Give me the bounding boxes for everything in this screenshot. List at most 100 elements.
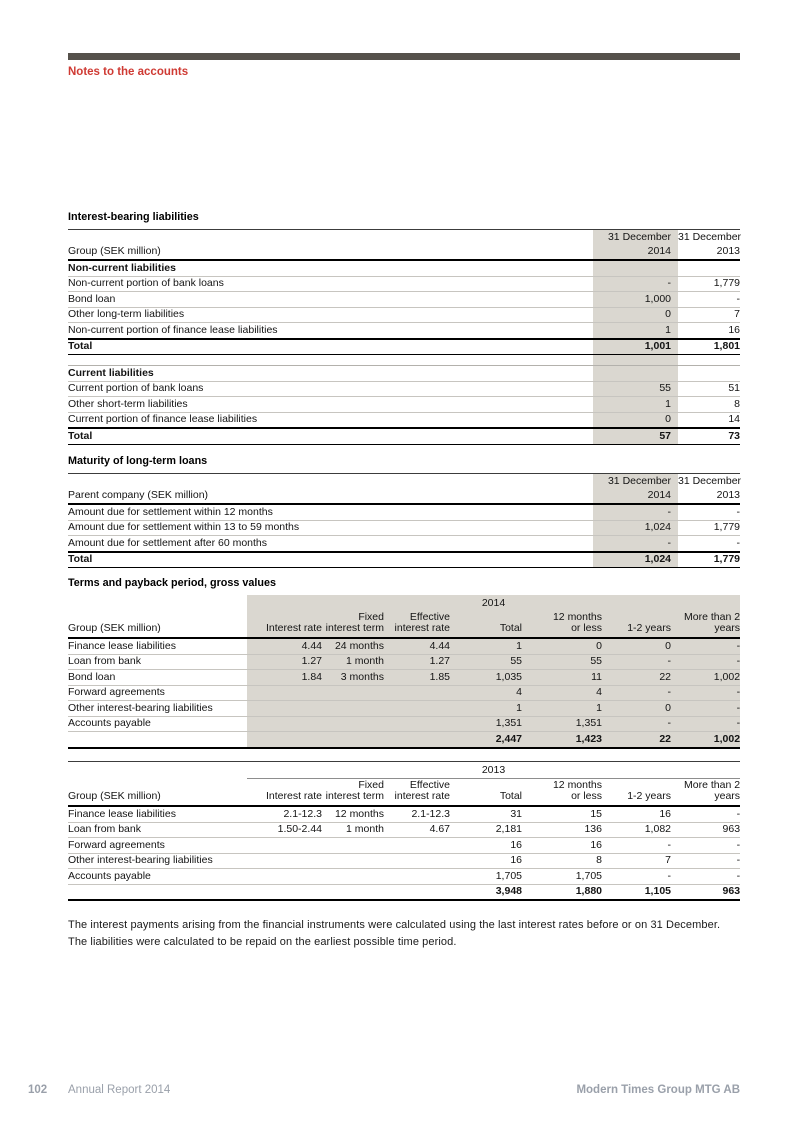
cell-value: -	[678, 535, 740, 552]
table-row: Finance lease liabilities 4.44 24 months 4.…	[68, 638, 741, 655]
column-header: More than 2 years	[671, 610, 741, 639]
table-row: 3,948 1,880 1,105 963	[68, 884, 741, 901]
spacer-cell	[593, 354, 678, 366]
table-row: 2014	[68, 595, 741, 611]
cell-value	[322, 716, 384, 732]
total-value	[322, 731, 384, 749]
total-value	[322, 884, 384, 901]
cell-value	[384, 685, 450, 701]
cell-value	[593, 260, 678, 277]
total-value: 73	[678, 427, 740, 445]
cell-value: 1	[450, 700, 522, 717]
cell-value: -	[602, 654, 671, 670]
note-paragraph: The interest payments arising from the f…	[68, 919, 721, 948]
cell-value: -	[593, 535, 678, 552]
cell-value: 55	[450, 654, 522, 670]
total-value: 1,880	[522, 884, 602, 901]
cell-value: 3 months	[322, 669, 384, 686]
cell-value	[322, 700, 384, 717]
cell-value: 16	[522, 837, 602, 854]
total-value: 22	[602, 731, 671, 749]
cell-value: 1.50-2.44	[247, 822, 322, 838]
column-header: 1-2 years	[602, 610, 671, 639]
row-label: Other long-term liabilities	[68, 307, 593, 323]
cell-value: -	[671, 837, 741, 854]
row-label: Non-current portion of bank loans	[68, 276, 593, 292]
row-header: Group (SEK million)	[68, 244, 593, 261]
table-title-maturity: Maturity of long-term loans	[68, 455, 208, 467]
row-label: Other short-term liabilities	[68, 396, 593, 413]
table-row: Amount due for settlement after 60 month…	[68, 535, 740, 552]
total-value: 1,801	[678, 337, 740, 355]
table-row: Group (SEK million) Interest rate Fixed in…	[68, 778, 741, 807]
cell-value: 51	[678, 381, 740, 397]
row-header: Group (SEK million)	[68, 778, 247, 807]
table-row: Finance lease liabilities 2.1-12.3 12 mont…	[68, 806, 741, 823]
cell-value: 16	[602, 806, 671, 823]
column-header: 1-2 years	[602, 778, 671, 807]
total-value	[384, 884, 450, 901]
cell-value: 1,000	[593, 291, 678, 308]
cell-value: -	[602, 685, 671, 701]
column-header: 31 December	[678, 474, 742, 487]
row-label: Forward agreements	[68, 837, 247, 854]
table-row: Bond loan 1,000-	[68, 291, 740, 308]
total-value: 57	[593, 427, 678, 445]
table-row: Non-current portion of bank loans -1,779	[68, 276, 740, 292]
total-value: 963	[671, 884, 741, 901]
row-label: Finance lease liabilities	[68, 806, 247, 823]
column-header: Fixed interest term	[322, 778, 384, 807]
cell-value: 0	[602, 638, 671, 655]
row-header-spacer	[68, 762, 247, 779]
column-header: Effective interest rate	[384, 610, 450, 639]
cell-value	[384, 868, 450, 885]
table-row: 31 December 31 December	[68, 229, 741, 245]
cell-value	[384, 700, 450, 717]
cell-value	[247, 700, 322, 717]
column-header: 31 December	[593, 473, 678, 489]
terms-2014-table: 2014 Group (SEK million) Interest rate Fixe…	[68, 595, 741, 749]
cell-value: 2.1-12.3	[247, 806, 322, 823]
interest-bearing-table: 31 December 31 December Group (SEK million…	[68, 229, 741, 445]
row-label: Current portion of bank loans	[68, 381, 593, 397]
cell-value	[322, 685, 384, 701]
table-row: Amount due for settlement within 13 to 5…	[68, 520, 740, 536]
cell-value: 1,035	[450, 669, 522, 686]
cell-value: 0	[593, 307, 678, 323]
column-header: 2013	[678, 488, 740, 505]
cell-value: 1.27	[247, 654, 322, 670]
cell-value	[322, 868, 384, 885]
section-header: Current liabilities	[68, 365, 593, 382]
cell-value: 1,082	[602, 822, 671, 838]
top-rule-bar	[68, 53, 740, 60]
row-header: Group (SEK million)	[68, 610, 247, 639]
table-row: Other interest-bearing liabilities 1 1 0-	[68, 700, 741, 717]
row-label: Accounts payable	[68, 868, 247, 885]
cell-value: -	[671, 685, 741, 701]
cell-value	[384, 716, 450, 732]
year-label: 2013	[247, 761, 741, 779]
table-row: Forward agreements 16 16- -	[68, 837, 741, 854]
table-title-terms: Terms and payback period, gross values	[68, 577, 277, 589]
cell-value: 136	[522, 822, 602, 838]
cell-value: 1,024	[593, 520, 678, 536]
row-label: Accounts payable	[68, 716, 247, 732]
footer-company: Modern Times Group MTG AB	[576, 1084, 740, 1096]
row-label: Other interest-bearing liabilities	[68, 853, 247, 869]
cell-value: 12 months	[322, 806, 384, 823]
table-row: 2013	[68, 761, 741, 779]
table-row: Forward agreements 4 4- -	[68, 685, 741, 701]
year-label: 2014	[247, 595, 741, 611]
table-row: Group (SEK million) Interest rate Fixed in…	[68, 610, 741, 639]
table-title-interest-bearing: Interest-bearing liabilities	[68, 211, 199, 223]
cell-value	[247, 868, 322, 885]
section-header: Non-current liabilities	[68, 260, 593, 277]
cell-value: 1.27	[384, 654, 450, 670]
cell-value: 7	[602, 853, 671, 869]
cell-value: -	[671, 700, 741, 717]
row-label: Forward agreements	[68, 685, 247, 701]
cell-value: 1	[450, 638, 522, 655]
cell-value	[678, 260, 740, 277]
column-header: 12 months or less	[522, 610, 602, 639]
cell-value	[384, 853, 450, 869]
